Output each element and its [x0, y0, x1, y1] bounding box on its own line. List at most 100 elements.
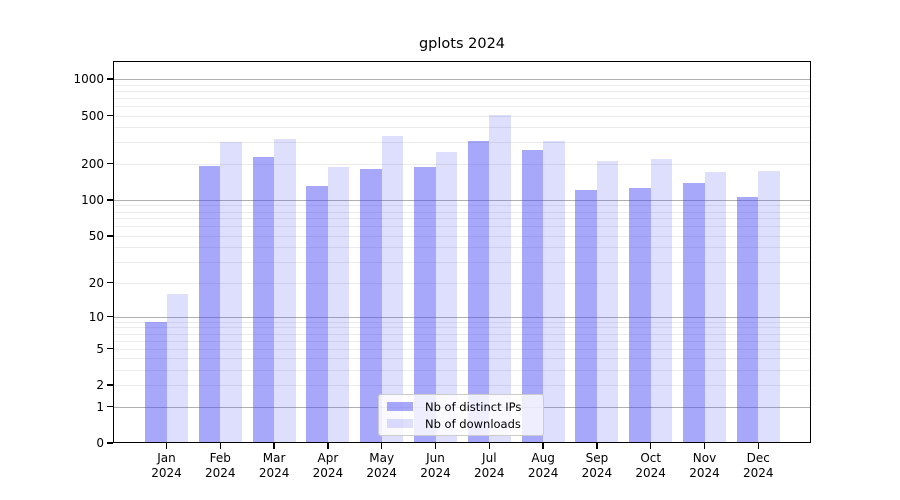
gridline-minor [113, 385, 811, 387]
x-tick-label-dec: Dec 2024 [743, 451, 774, 480]
y-tick-label: 10 [88, 309, 104, 324]
gridline-minor [113, 218, 811, 220]
x-tick-mark [165, 443, 168, 449]
legend: Nb of distinct IPs Nb of downloads [378, 394, 544, 436]
y-tick-mark [107, 281, 113, 284]
bar-aug-distinct-ips [521, 149, 544, 443]
y-tick-mark [107, 405, 113, 408]
y-tick-mark [107, 347, 113, 350]
bar-oct-distinct-ips [629, 187, 651, 443]
gridline-major [113, 79, 811, 80]
x-tick-label-feb: Feb 2024 [205, 451, 236, 480]
bar-jun-downloads [435, 152, 457, 443]
gridline-minor [113, 97, 811, 99]
gridline-minor [113, 115, 811, 117]
gridline-minor [113, 163, 811, 165]
bar-jul-distinct-ips [467, 141, 490, 443]
y-tick-mark [107, 235, 113, 237]
y-tick-label: 200 [81, 156, 104, 171]
bar-jan-distinct-ips [145, 321, 167, 443]
gridline-minor [113, 105, 811, 107]
y-tick-mark [107, 199, 113, 201]
bar-may-distinct-ips [360, 168, 382, 443]
x-tick-mark [381, 443, 383, 449]
y-tick-mark [107, 442, 113, 444]
gridline-minor [113, 340, 811, 342]
gridline-minor [113, 247, 811, 249]
y-tick-mark [107, 78, 113, 80]
y-tick-mark [107, 162, 113, 165]
gridline-minor [113, 348, 811, 350]
gridline-minor [113, 282, 811, 284]
y-tick-label: 5 [96, 341, 104, 356]
gridline-minor [113, 205, 811, 207]
x-tick-mark [273, 443, 275, 449]
y-tick-label: 1000 [73, 72, 104, 86]
gridline-minor [113, 370, 811, 371]
bar-dec-downloads [758, 170, 780, 443]
bar-feb-downloads [220, 141, 242, 443]
gridline-minor [113, 211, 811, 213]
legend-item-downloads: Nb of downloads [387, 416, 535, 432]
chart-title: gplots 2024 [418, 36, 506, 52]
legend-item-distinct-ips: Nb of distinct IPs [387, 399, 535, 415]
x-tick-label-apr: Apr 2024 [312, 451, 344, 480]
gridline-minor [113, 90, 811, 92]
bar-dec-distinct-ips [736, 196, 759, 443]
bar-nov-distinct-ips [683, 182, 705, 443]
y-tick-label: 50 [88, 228, 104, 243]
x-tick-mark [757, 443, 759, 449]
gridline-minor [113, 327, 811, 329]
x-tick-mark [327, 443, 329, 449]
bar-jun-distinct-ips [414, 167, 436, 443]
gridline-major [113, 316, 811, 318]
x-tick-label-aug: Aug 2024 [527, 451, 559, 480]
plot-area: Nb of distinct IPs Nb of downloads [113, 61, 811, 443]
bar-may-downloads [381, 135, 404, 443]
x-tick-mark [434, 443, 437, 449]
gridline-major [113, 199, 811, 201]
legend-label-downloads: Nb of downloads [425, 416, 521, 431]
x-tick-label-may: May 2024 [366, 451, 397, 480]
legend-swatch-distinct-ips [387, 402, 413, 411]
y-tick-label: 100 [81, 192, 104, 207]
gridline-minor [113, 262, 811, 264]
legend-label-distinct-ips: Nb of distinct IPs [425, 399, 522, 414]
y-tick-label: 1 [96, 399, 104, 414]
bar-nov-downloads [704, 172, 726, 443]
gridline-minor [113, 321, 811, 323]
bar-sep-downloads [596, 160, 619, 443]
y-tick-label: 0 [96, 436, 104, 450]
gridline-minor [113, 84, 811, 86]
gridline-minor [113, 226, 811, 228]
y-tick-label: 2 [96, 378, 104, 393]
y-tick-mark [107, 114, 113, 117]
x-tick-label-sep: Sep 2024 [581, 451, 613, 480]
bar-feb-distinct-ips [198, 166, 221, 443]
bar-mar-distinct-ips [252, 157, 275, 443]
gridline-minor [113, 358, 811, 360]
x-tick-mark [596, 443, 598, 449]
x-tick-mark [542, 443, 544, 449]
y-tick-mark [107, 384, 113, 386]
y-tick-label: 500 [81, 108, 104, 123]
x-tick-mark [650, 443, 652, 449]
bar-apr-distinct-ips [306, 186, 328, 443]
bar-aug-downloads [543, 140, 565, 443]
y-tick-mark [107, 316, 113, 318]
y-tick-label: 20 [88, 275, 104, 290]
gridline-minor [113, 142, 811, 144]
x-tick-label-jul: Jul 2024 [474, 451, 505, 480]
x-tick-mark [219, 443, 221, 449]
bar-jan-downloads [166, 293, 188, 443]
x-tick-label-mar: Mar 2024 [258, 451, 290, 480]
x-tick-label-jun: Jun 2024 [420, 451, 451, 480]
x-tick-mark [488, 443, 490, 449]
bar-jul-downloads [489, 115, 511, 443]
gridline-minor [113, 127, 811, 129]
bar-apr-downloads [327, 166, 350, 443]
bar-sep-distinct-ips [575, 189, 597, 443]
x-tick-label-jan: Jan 2024 [151, 451, 182, 480]
bar-mar-downloads [274, 139, 296, 443]
